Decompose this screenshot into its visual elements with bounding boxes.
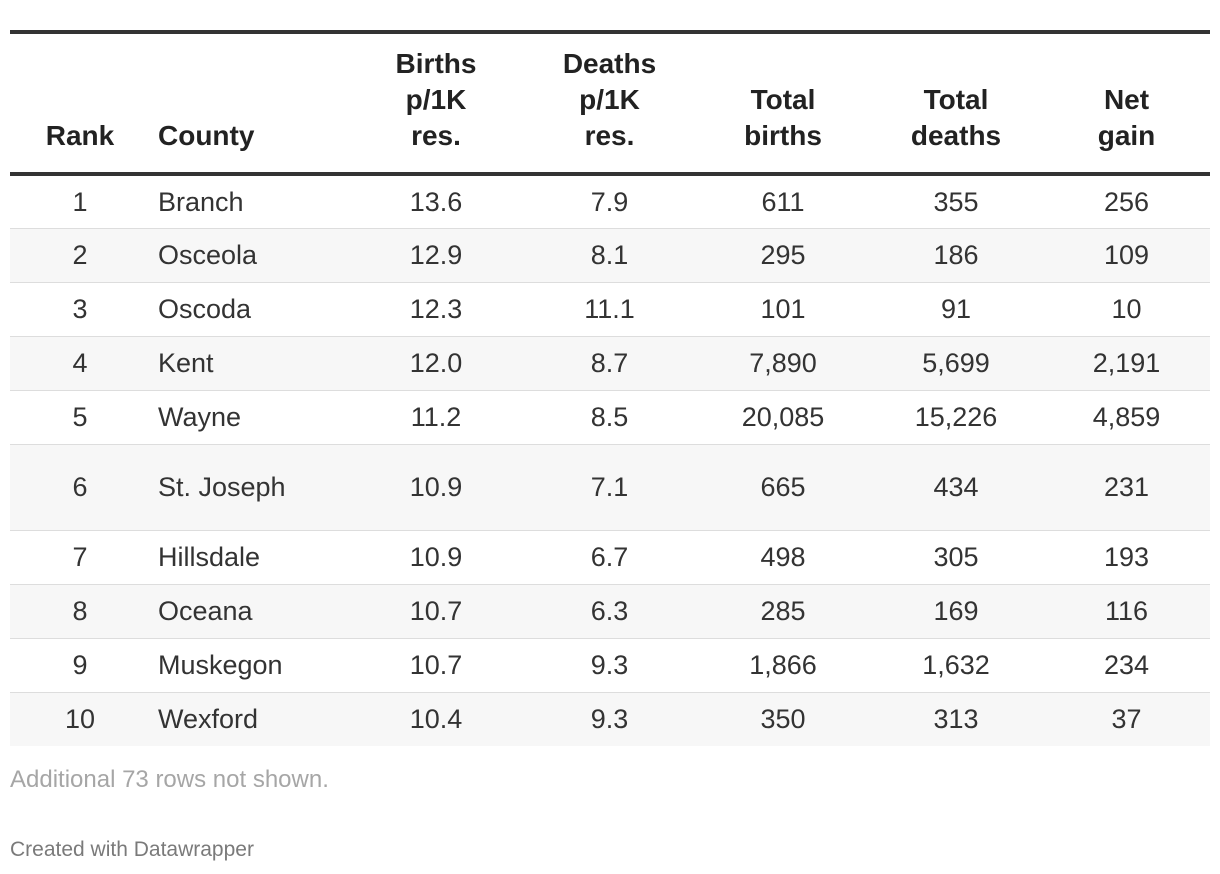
table-notes: Additional 73 rows not shown. xyxy=(10,766,329,793)
cell-births-rate: 13.6 xyxy=(350,174,522,229)
county-table: Rank County Births p/1K res. Deaths p/1K… xyxy=(10,30,1210,746)
cell-births-rate: 12.9 xyxy=(350,228,522,283)
cell-rank: 1 xyxy=(10,174,150,229)
cell-total-deaths: 434 xyxy=(869,444,1043,531)
cell-total-deaths: 355 xyxy=(869,174,1043,229)
cell-rank: 9 xyxy=(10,638,150,693)
column-header-net-gain[interactable]: Net gain xyxy=(1043,32,1210,176)
cell-total-births: 350 xyxy=(697,692,869,746)
data-table-container: Rank County Births p/1K res. Deaths p/1K… xyxy=(10,30,1210,746)
column-header-births-rate[interactable]: Births p/1K res. xyxy=(350,32,522,176)
cell-deaths-rate: 8.5 xyxy=(522,390,697,445)
cell-deaths-rate: 6.3 xyxy=(522,584,697,639)
cell-total-deaths: 186 xyxy=(869,228,1043,283)
cell-deaths-rate: 7.9 xyxy=(522,174,697,229)
cell-total-deaths: 313 xyxy=(869,692,1043,746)
cell-total-births: 7,890 xyxy=(697,336,869,391)
cell-deaths-rate: 8.7 xyxy=(522,336,697,391)
cell-county: Osceola xyxy=(150,228,350,283)
cell-deaths-rate: 7.1 xyxy=(522,444,697,531)
column-header-deaths-rate[interactable]: Deaths p/1K res. xyxy=(522,32,697,176)
cell-total-deaths: 15,226 xyxy=(869,390,1043,445)
cell-net-gain: 193 xyxy=(1043,530,1210,585)
table-row: 1 Branch 13.6 7.9 611 355 256 xyxy=(10,174,1210,229)
cell-births-rate: 10.7 xyxy=(350,638,522,693)
table-body: 1 Branch 13.6 7.9 611 355 256 2 Osceola 12.9 8.1 29… xyxy=(10,174,1210,746)
cell-net-gain: 4,859 xyxy=(1043,390,1210,445)
table-row: 6 St. Joseph 10.9 7.1 665 434 231 xyxy=(10,444,1210,531)
column-header-total-births[interactable]: Total births xyxy=(697,32,869,176)
cell-total-births: 101 xyxy=(697,282,869,337)
cell-births-rate: 10.7 xyxy=(350,584,522,639)
table-row: 4 Kent 12.0 8.7 7,890 5,699 2,191 xyxy=(10,336,1210,391)
cell-deaths-rate: 11.1 xyxy=(522,282,697,337)
cell-total-births: 295 xyxy=(697,228,869,283)
table-row: 7 Hillsdale 10.9 6.7 498 305 193 xyxy=(10,530,1210,585)
cell-county: Wayne xyxy=(150,390,350,445)
cell-total-births: 665 xyxy=(697,444,869,531)
cell-county: Oceana xyxy=(150,584,350,639)
cell-rank: 6 xyxy=(10,444,150,531)
cell-rank: 7 xyxy=(10,530,150,585)
cell-rank: 4 xyxy=(10,336,150,391)
cell-deaths-rate: 6.7 xyxy=(522,530,697,585)
column-header-rank[interactable]: Rank xyxy=(10,32,150,176)
cell-total-births: 1,866 xyxy=(697,638,869,693)
cell-net-gain: 37 xyxy=(1043,692,1210,746)
cell-county: Branch xyxy=(150,174,350,229)
table-row: 9 Muskegon 10.7 9.3 1,866 1,632 234 xyxy=(10,638,1210,693)
cell-rank: 2 xyxy=(10,228,150,283)
cell-county: Muskegon xyxy=(150,638,350,693)
cell-births-rate: 10.9 xyxy=(350,444,522,531)
cell-births-rate: 11.2 xyxy=(350,390,522,445)
cell-county: Hillsdale xyxy=(150,530,350,585)
cell-net-gain: 109 xyxy=(1043,228,1210,283)
cell-net-gain: 231 xyxy=(1043,444,1210,531)
cell-rank: 3 xyxy=(10,282,150,337)
cell-total-deaths: 5,699 xyxy=(869,336,1043,391)
footer-credit: Created with Datawrapper xyxy=(10,838,254,861)
cell-total-deaths: 1,632 xyxy=(869,638,1043,693)
table-header: Rank County Births p/1K res. Deaths p/1K… xyxy=(10,32,1210,176)
cell-total-deaths: 305 xyxy=(869,530,1043,585)
cell-total-births: 285 xyxy=(697,584,869,639)
cell-county: Kent xyxy=(150,336,350,391)
cell-county: St. Joseph xyxy=(150,444,350,531)
table-row: 2 Osceola 12.9 8.1 295 186 109 xyxy=(10,228,1210,283)
cell-total-births: 20,085 xyxy=(697,390,869,445)
column-header-total-deaths[interactable]: Total deaths xyxy=(869,32,1043,176)
table-row: 8 Oceana 10.7 6.3 285 169 116 xyxy=(10,584,1210,639)
cell-rank: 10 xyxy=(10,692,150,746)
cell-total-deaths: 91 xyxy=(869,282,1043,337)
cell-deaths-rate: 9.3 xyxy=(522,638,697,693)
cell-county: Oscoda xyxy=(150,282,350,337)
table-row: 3 Oscoda 12.3 11.1 101 91 10 xyxy=(10,282,1210,337)
cell-rank: 5 xyxy=(10,390,150,445)
cell-county: Wexford xyxy=(150,692,350,746)
cell-net-gain: 256 xyxy=(1043,174,1210,229)
cell-rank: 8 xyxy=(10,584,150,639)
cell-births-rate: 12.3 xyxy=(350,282,522,337)
cell-net-gain: 2,191 xyxy=(1043,336,1210,391)
column-header-county[interactable]: County xyxy=(150,32,350,176)
header-row: Rank County Births p/1K res. Deaths p/1K… xyxy=(10,32,1210,176)
cell-deaths-rate: 9.3 xyxy=(522,692,697,746)
cell-births-rate: 10.4 xyxy=(350,692,522,746)
cell-births-rate: 12.0 xyxy=(350,336,522,391)
table-row: 10 Wexford 10.4 9.3 350 313 37 xyxy=(10,692,1210,746)
cell-total-deaths: 169 xyxy=(869,584,1043,639)
cell-net-gain: 234 xyxy=(1043,638,1210,693)
cell-net-gain: 116 xyxy=(1043,584,1210,639)
table-row: 5 Wayne 11.2 8.5 20,085 15,226 4,859 xyxy=(10,390,1210,445)
cell-net-gain: 10 xyxy=(1043,282,1210,337)
cell-deaths-rate: 8.1 xyxy=(522,228,697,283)
cell-total-births: 611 xyxy=(697,174,869,229)
cell-births-rate: 10.9 xyxy=(350,530,522,585)
cell-total-births: 498 xyxy=(697,530,869,585)
